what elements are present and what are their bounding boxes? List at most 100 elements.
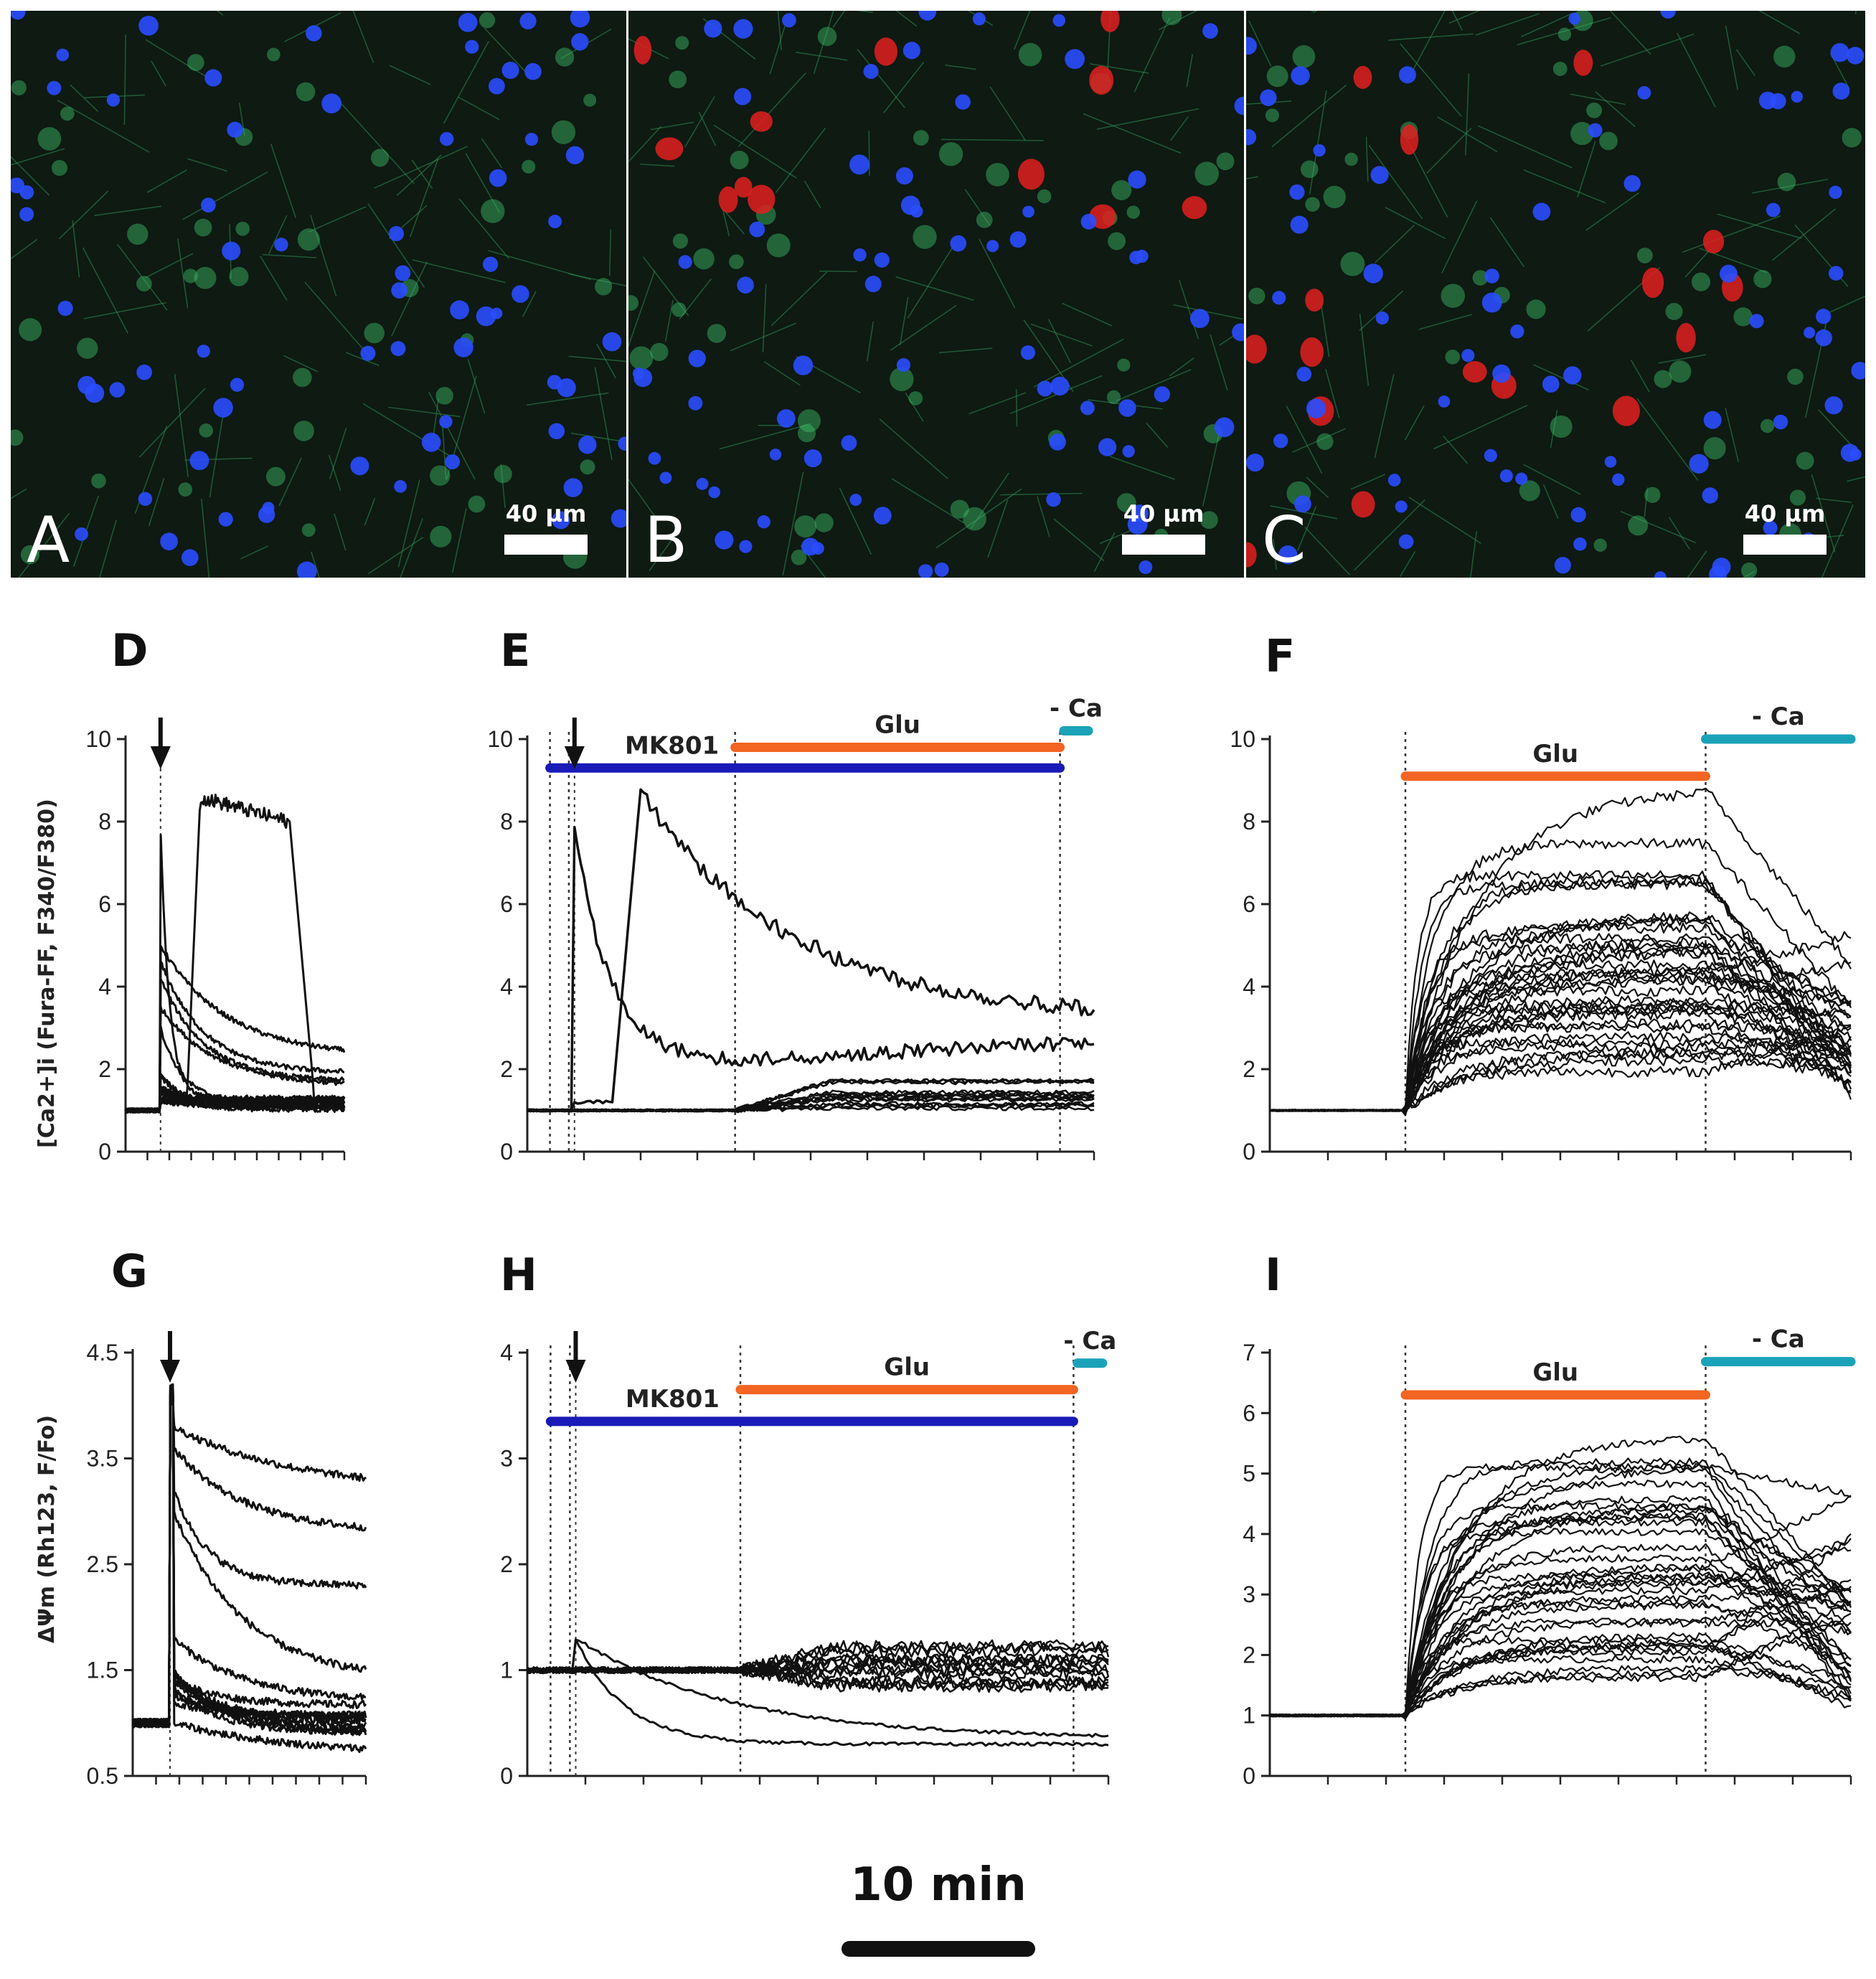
neurite xyxy=(964,189,991,226)
neurite xyxy=(1365,136,1369,182)
blue-nucleus xyxy=(557,378,576,398)
single-cell-trace xyxy=(131,1385,367,1729)
green-cell-body xyxy=(229,266,249,286)
neurite xyxy=(1354,499,1425,571)
panel-label-e: E xyxy=(500,624,531,677)
single-cell-trace xyxy=(131,1390,367,1729)
single-cell-trace xyxy=(1269,1602,1852,1718)
neurite xyxy=(1595,91,1636,128)
neurite xyxy=(310,551,320,578)
blue-nucleus xyxy=(1375,311,1389,325)
single-cell-trace xyxy=(124,960,344,1114)
neurite xyxy=(1309,90,1327,194)
neurite xyxy=(1202,426,1222,507)
neurite xyxy=(1292,428,1346,453)
neurite xyxy=(527,392,609,406)
neurite xyxy=(11,148,65,166)
trace-group xyxy=(1269,1435,1852,1720)
neurite xyxy=(1517,17,1611,46)
blue-nucleus xyxy=(1849,448,1862,461)
neurite xyxy=(174,374,189,477)
green-cell-body xyxy=(1550,415,1573,438)
neurite xyxy=(1437,116,1498,153)
blue-nucleus xyxy=(1749,314,1764,329)
blue-nucleus xyxy=(1851,362,1865,380)
green-cell-body xyxy=(127,223,149,245)
neurite xyxy=(1408,497,1481,544)
single-cell-trace xyxy=(526,1656,1109,1676)
green-cell-body xyxy=(1018,42,1042,67)
green-cell-body xyxy=(817,27,837,47)
neurite xyxy=(570,432,626,443)
y-tick-label: 2 xyxy=(500,1551,513,1577)
neurite xyxy=(82,247,128,334)
neurite xyxy=(568,273,626,287)
y-tick-label: 4 xyxy=(500,1340,513,1365)
green-cell-body xyxy=(199,423,214,438)
neurite xyxy=(650,121,694,131)
green-cell-body xyxy=(1216,152,1235,171)
neurite xyxy=(1368,144,1423,220)
panel-label-d: D xyxy=(111,624,149,677)
blue-nucleus xyxy=(1804,326,1816,339)
blue-nucleus xyxy=(1065,49,1085,70)
single-cell-trace xyxy=(1269,1538,1852,1718)
green-cell-body xyxy=(1445,349,1461,365)
neurite xyxy=(769,26,786,75)
blue-nucleus xyxy=(1689,453,1709,474)
neurite xyxy=(83,302,166,319)
blue-nucleus xyxy=(1098,438,1117,456)
blue-nucleus xyxy=(1573,537,1587,551)
neurite xyxy=(763,361,801,386)
blue-nucleus xyxy=(524,133,539,146)
stimulus-arrow-head xyxy=(160,1360,180,1383)
single-cell-trace xyxy=(131,1392,367,1729)
neurite xyxy=(1725,25,1739,90)
blue-nucleus xyxy=(1387,474,1401,487)
green-cell-body xyxy=(629,346,654,370)
blue-nucleus xyxy=(769,448,782,461)
neurite xyxy=(467,359,486,414)
neurite xyxy=(1388,33,1474,41)
neurite xyxy=(1053,518,1105,562)
blue-nucleus xyxy=(1830,43,1849,62)
single-cell-trace xyxy=(527,1092,1095,1113)
blue-nucleus xyxy=(201,197,216,213)
green-cell-body xyxy=(669,70,687,89)
neurite xyxy=(1273,538,1277,570)
neurite xyxy=(334,513,347,551)
blue-nucleus xyxy=(519,12,537,29)
blue-nucleus xyxy=(986,240,999,253)
green-cell-body xyxy=(301,523,316,537)
green-cell-body xyxy=(1305,197,1320,212)
blue-nucleus xyxy=(489,169,507,187)
blue-nucleus xyxy=(803,449,822,468)
neurite xyxy=(1404,405,1425,441)
neurite xyxy=(1133,17,1171,93)
blue-nucleus xyxy=(749,221,765,238)
blue-nucleus xyxy=(388,226,405,242)
blue-nucleus xyxy=(1294,495,1311,513)
time-scale-bar xyxy=(842,1941,1035,1957)
blue-nucleus xyxy=(106,93,121,107)
neurite xyxy=(187,158,227,172)
green-cell-body xyxy=(1586,102,1603,118)
blue-nucleus xyxy=(1154,386,1171,403)
neurite xyxy=(1146,423,1169,448)
neurite xyxy=(367,537,424,575)
red-cell-body xyxy=(1612,395,1640,426)
neurite xyxy=(987,499,1009,558)
neurite xyxy=(762,284,767,353)
green-cell-body xyxy=(183,268,198,283)
blue-nucleus xyxy=(258,506,275,523)
neurite xyxy=(1178,279,1199,339)
green-cell-body xyxy=(494,464,512,484)
green-cell-body xyxy=(908,391,923,405)
single-cell-trace xyxy=(1269,947,1852,1116)
blue-nucleus xyxy=(955,94,971,110)
neurite xyxy=(458,96,500,121)
blue-nucleus xyxy=(488,77,505,95)
neurite xyxy=(94,205,162,217)
green-cell-body xyxy=(1644,486,1661,503)
blue-nucleus xyxy=(47,80,62,95)
